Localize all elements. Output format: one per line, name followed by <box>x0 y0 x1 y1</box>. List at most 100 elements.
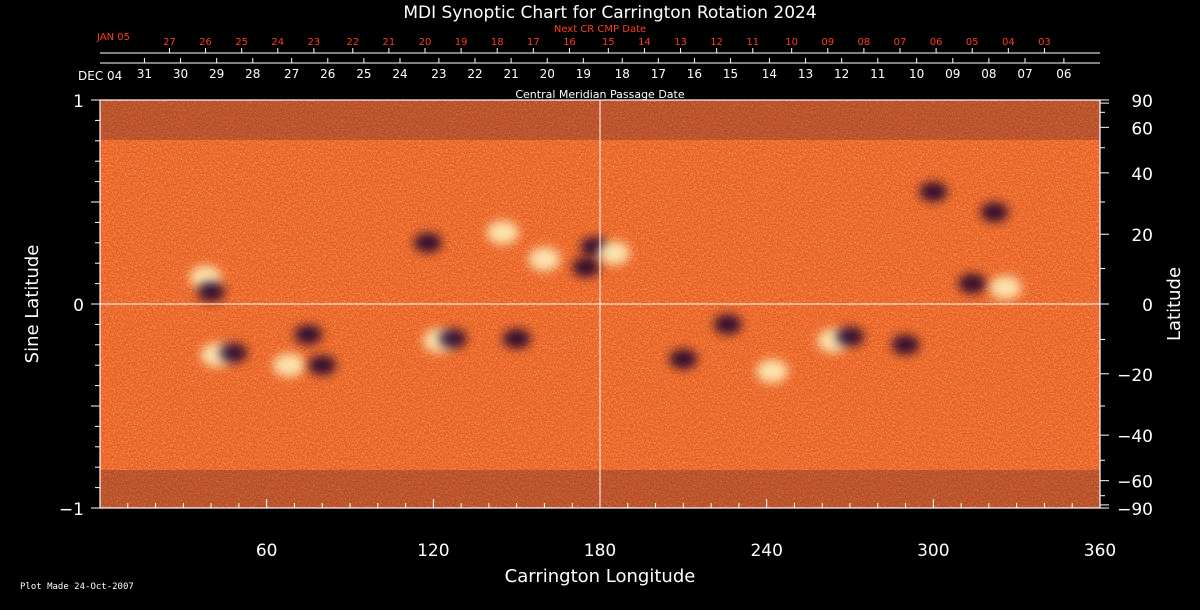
cmp-ticks: 31 30 29 28 27 26 25 24 23 22 21 20 19 18 17 16 15 14 13 12… <box>100 58 1100 81</box>
y-right-tick-label: −60 <box>1117 473 1153 493</box>
next-cr-tick-label: 18 <box>491 37 504 48</box>
negative-polarity-region <box>980 202 1009 223</box>
next-cr-tick-label: 04 <box>1002 37 1015 48</box>
y-right-tick-label: 0 <box>1142 296 1153 316</box>
cmp-tick-label: 06 <box>1056 67 1071 81</box>
y-axis-right: 90 60 40 20 0 −20 −40 −60 −90 <box>1100 92 1153 520</box>
cmp-tick-label: 16 <box>687 67 702 81</box>
y-axis-left-label: Sine Latitude <box>22 245 43 364</box>
negative-polarity-region <box>713 314 742 335</box>
y-left-tick-label: 1 <box>73 92 84 112</box>
cmp-tick-label: 17 <box>651 67 666 81</box>
cmp-tick-label: 12 <box>834 67 849 81</box>
negative-polarity-region <box>572 257 601 278</box>
cmp-tick-label: 25 <box>356 67 371 81</box>
cmp-tick-label: 14 <box>762 67 777 81</box>
next-cr-tick-label: 26 <box>199 37 212 48</box>
next-cr-tick-label: 23 <box>308 37 321 48</box>
y-right-tick-label: −20 <box>1117 366 1153 386</box>
y-left-tick-label: 0 <box>73 296 84 316</box>
positive-polarity-region <box>528 247 561 272</box>
plot-made-note: Plot Made 24-Oct-2007 <box>20 582 134 592</box>
next-cr-tick-label: 09 <box>821 37 834 48</box>
next-cr-ticks: 27 26 25 24 23 22 21 20 19 18 17 16 15 14 13 12 11 10 09 08… <box>163 37 1051 53</box>
x-tick-label: 60 <box>256 541 278 561</box>
cmp-tick-label: 23 <box>431 67 446 81</box>
y-right-tick-label: 90 <box>1131 92 1153 112</box>
negative-polarity-region <box>891 334 920 355</box>
cmp-tick-label: 07 <box>1017 67 1032 81</box>
cmp-tick-label: 21 <box>503 67 518 81</box>
next-cr-tick-label: 24 <box>271 37 284 48</box>
next-cr-tick-label: 10 <box>785 37 798 48</box>
next-cr-tick-label: 11 <box>746 37 759 48</box>
y-axis-left: 1 0 −1 <box>59 92 100 520</box>
reference-lines <box>100 100 1100 508</box>
next-cr-tick-label: 27 <box>163 37 176 48</box>
next-cr-tick-label: 16 <box>563 37 576 48</box>
x-tick-label: 300 <box>917 541 949 561</box>
cmp-tick-label: 18 <box>615 67 630 81</box>
cmp-tick-label: 26 <box>320 67 335 81</box>
next-cr-start-label: JAN 05 <box>96 32 130 43</box>
cmp-axis-label: Central Meridian Passage Date <box>515 88 684 101</box>
positive-polarity-region <box>486 220 519 245</box>
cmp-tick-label: 13 <box>798 67 813 81</box>
positive-polarity-region <box>597 241 630 265</box>
cmp-tick-label: 31 <box>137 67 152 81</box>
next-cr-tick-label: 05 <box>966 37 979 48</box>
y-left-tick-label: −1 <box>59 500 84 520</box>
positive-polarity-region <box>272 353 305 378</box>
negative-polarity-region <box>669 349 698 370</box>
cmp-tick-label: 10 <box>909 67 924 81</box>
cmp-tick-label: 24 <box>392 67 407 81</box>
negative-polarity-region <box>294 324 323 345</box>
cmp-tick-label: 29 <box>209 67 224 81</box>
x-axis: 60 120 180 240 300 360 <box>127 499 1116 561</box>
negative-polarity-region <box>836 326 864 347</box>
next-cr-tick-label: 03 <box>1038 37 1051 48</box>
next-cr-tick-label: 12 <box>710 37 723 48</box>
next-cr-tick-label: 19 <box>455 37 468 48</box>
cmp-tick-label: 11 <box>870 67 885 81</box>
y-right-tick-label: 40 <box>1131 165 1153 185</box>
x-tick-label: 360 <box>1084 541 1116 561</box>
negative-polarity-region <box>197 281 226 302</box>
next-cr-tick-label: 25 <box>235 37 248 48</box>
x-axis-label: Carrington Longitude <box>505 566 696 587</box>
cmp-tick-label: 15 <box>723 67 738 81</box>
negative-polarity-region <box>308 355 337 376</box>
next-cr-tick-label: 21 <box>383 37 396 48</box>
negative-polarity-region <box>919 181 948 202</box>
x-tick-label: 240 <box>750 541 782 561</box>
cmp-tick-label: 20 <box>540 67 555 81</box>
x-tick-label: 180 <box>584 541 616 561</box>
active-regions <box>189 181 1022 384</box>
cmp-tick-label: 08 <box>981 67 996 81</box>
cmp-tick-label: 30 <box>173 67 188 81</box>
next-cr-tick-label: 20 <box>419 37 432 48</box>
cmp-tick-label: 27 <box>284 67 299 81</box>
next-cr-tick-label: 15 <box>602 37 615 48</box>
cmp-tick-label: 22 <box>467 67 482 81</box>
y-right-tick-label: −40 <box>1117 427 1153 447</box>
y-right-tick-label: −90 <box>1117 500 1153 520</box>
next-cr-tick-label: 13 <box>674 37 687 48</box>
negative-polarity-region <box>219 342 248 363</box>
y-right-tick-label: 20 <box>1131 226 1153 246</box>
next-cr-tick-label: 14 <box>638 37 651 48</box>
cmp-tick-label: 28 <box>245 67 260 81</box>
positive-polarity-region <box>989 275 1022 300</box>
positive-polarity-region <box>756 359 789 384</box>
next-cr-tick-label: 22 <box>346 37 359 48</box>
chart-title: MDI Synoptic Chart for Carrington Rotati… <box>403 3 816 23</box>
next-cr-tick-label: 17 <box>527 37 540 48</box>
next-cr-tick-label: 06 <box>930 37 943 48</box>
x-tick-label: 120 <box>417 541 449 561</box>
y-axis-right-label: Latitude <box>1164 267 1185 341</box>
negative-polarity-region <box>438 328 467 349</box>
cmp-start-label: DEC 04 <box>78 69 122 83</box>
next-cr-tick-label: 07 <box>894 37 907 48</box>
negative-polarity-region <box>958 273 987 294</box>
